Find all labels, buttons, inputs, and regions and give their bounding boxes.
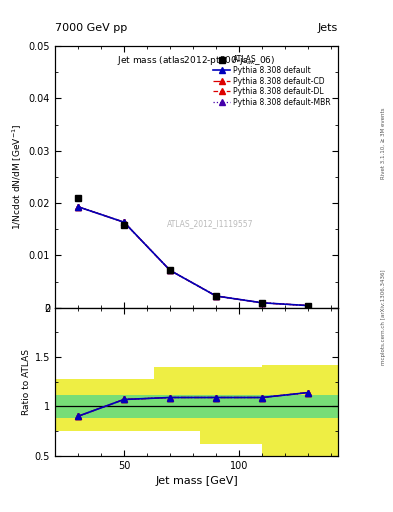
Text: Jets: Jets [318, 23, 338, 33]
ATLAS [306, 303, 310, 309]
Pythia 8.308 default [168, 267, 173, 273]
Pythia 8.308 default-CD [168, 267, 173, 273]
Text: 7000 GeV pp: 7000 GeV pp [55, 23, 127, 33]
ATLAS [76, 195, 81, 201]
Pythia 8.308 default-CD [214, 293, 219, 299]
Pythia 8.308 default [260, 300, 264, 306]
Pythia 8.308 default [306, 303, 310, 309]
Line: ATLAS: ATLAS [75, 195, 312, 309]
Line: Pythia 8.308 default-DL: Pythia 8.308 default-DL [75, 204, 311, 308]
ATLAS [260, 300, 264, 306]
Pythia 8.308 default-MBR [168, 267, 173, 273]
Legend: ATLAS, Pythia 8.308 default, Pythia 8.308 default-CD, Pythia 8.308 default-DL, P: ATLAS, Pythia 8.308 default, Pythia 8.30… [212, 54, 332, 108]
Text: ATLAS_2012_I1119557: ATLAS_2012_I1119557 [167, 220, 254, 228]
Pythia 8.308 default-MBR [260, 300, 264, 306]
Text: Jet mass (atlas2012-pt300-js$_{ak}$_06): Jet mass (atlas2012-pt300-js$_{ak}$_06) [118, 54, 275, 67]
ATLAS [214, 293, 219, 299]
Line: Pythia 8.308 default-CD: Pythia 8.308 default-CD [75, 204, 311, 308]
Pythia 8.308 default-CD [260, 300, 264, 306]
Pythia 8.308 default-CD [306, 303, 310, 309]
Line: Pythia 8.308 default-MBR: Pythia 8.308 default-MBR [75, 204, 311, 308]
Y-axis label: Ratio to ATLAS: Ratio to ATLAS [22, 349, 31, 415]
Pythia 8.308 default-CD [76, 204, 81, 210]
ATLAS [168, 267, 173, 273]
Pythia 8.308 default-CD [122, 219, 127, 225]
Pythia 8.308 default-DL [214, 293, 219, 299]
Pythia 8.308 default-MBR [306, 303, 310, 309]
Pythia 8.308 default [214, 293, 219, 299]
Pythia 8.308 default-DL [168, 267, 173, 273]
Pythia 8.308 default-DL [306, 303, 310, 309]
Pythia 8.308 default-DL [76, 204, 81, 210]
Pythia 8.308 default-MBR [122, 219, 127, 225]
Text: Rivet 3.1.10, ≥ 3M events: Rivet 3.1.10, ≥ 3M events [381, 108, 386, 179]
Text: mcplots.cern.ch [arXiv:1306.3436]: mcplots.cern.ch [arXiv:1306.3436] [381, 270, 386, 365]
ATLAS [122, 222, 127, 228]
Pythia 8.308 default-DL [122, 219, 127, 225]
Pythia 8.308 default-MBR [76, 204, 81, 210]
Pythia 8.308 default-DL [260, 300, 264, 306]
Y-axis label: 1/Ncdot dN/dM [GeV$^{-1}$]: 1/Ncdot dN/dM [GeV$^{-1}$] [11, 124, 24, 230]
Pythia 8.308 default [122, 219, 127, 225]
Line: Pythia 8.308 default: Pythia 8.308 default [75, 204, 311, 309]
Pythia 8.308 default [76, 204, 81, 210]
Pythia 8.308 default-MBR [214, 293, 219, 299]
X-axis label: Jet mass [GeV]: Jet mass [GeV] [155, 476, 238, 486]
